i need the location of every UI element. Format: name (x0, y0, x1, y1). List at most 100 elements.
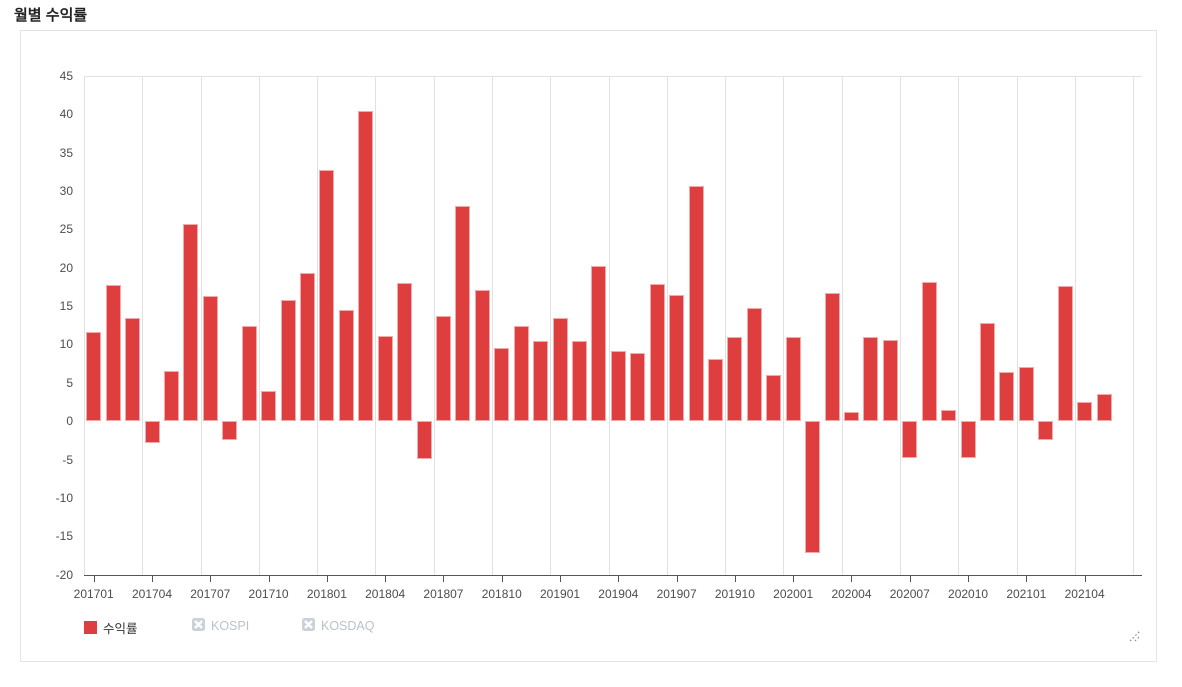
bar-201910[interactable] (727, 336, 743, 422)
x-axis-line (84, 574, 1142, 576)
bar-202012[interactable] (999, 372, 1015, 422)
bar-201810[interactable] (494, 347, 510, 422)
chart-container: 45 40 35 30 25 20 15 10 5 0 -5 -10 -15 -20 201701 20170… (20, 30, 1157, 662)
bar-201909[interactable] (707, 359, 723, 422)
bar-202002[interactable] (805, 421, 821, 554)
vertical-gridline (258, 76, 260, 575)
bar-202011[interactable] (979, 322, 995, 422)
x-axis-tick-label: 202010 (948, 586, 989, 601)
y-axis-tick-label: -20 (55, 567, 73, 582)
bar-202007[interactable] (902, 421, 918, 458)
vertical-gridline (1016, 76, 1018, 575)
bar-202001[interactable] (785, 336, 801, 422)
bar-201811[interactable] (513, 326, 529, 422)
bar-201704[interactable] (144, 421, 160, 444)
y-axis-tick-label: -5 (62, 452, 73, 467)
bar-201804[interactable] (377, 336, 393, 422)
x-axis-tick (210, 575, 212, 582)
vertical-gridline (1074, 76, 1076, 575)
x-axis-tick-label: 202001 (773, 586, 814, 601)
x-axis-tick (676, 575, 678, 582)
bar-201806[interactable] (416, 421, 432, 460)
bar-202102[interactable] (1038, 421, 1054, 440)
bar-201801[interactable] (319, 169, 335, 422)
bar-201709[interactable] (241, 326, 257, 422)
x-axis-tick-label: 202004 (831, 586, 872, 601)
bar-201805[interactable] (397, 283, 413, 422)
bar-201901[interactable] (552, 317, 568, 422)
bar-201905[interactable] (630, 352, 646, 422)
y-axis-tick-label: 10 (59, 337, 73, 352)
bar-201703[interactable] (125, 317, 141, 422)
bar-202104[interactable] (1077, 401, 1093, 422)
x-axis-tick-label: 201807 (423, 586, 464, 601)
vertical-gridline (841, 76, 843, 575)
bar-201807[interactable] (435, 316, 451, 422)
bar-201802[interactable] (338, 309, 354, 422)
bar-201904[interactable] (610, 351, 626, 422)
bar-201912[interactable] (766, 375, 782, 422)
vertical-gridline (84, 76, 85, 575)
x-axis-tick (443, 575, 445, 582)
bar-202008[interactable] (921, 281, 937, 422)
x-axis-tick (93, 575, 95, 582)
vertical-gridline (783, 76, 785, 575)
x-axis-tick-label: 202104 (1064, 586, 1105, 601)
x-axis-tick-label: 201904 (598, 586, 639, 601)
bar-202006[interactable] (882, 339, 898, 422)
x-axis-tick-label: 201910 (714, 586, 755, 601)
legend-item-kospi[interactable]: KOSPI (192, 618, 249, 634)
bar-202010[interactable] (960, 421, 976, 458)
x-axis-tick-label: 201804 (365, 586, 406, 601)
bar-201710[interactable] (261, 391, 277, 422)
bar-201803[interactable] (358, 110, 374, 422)
y-axis-tick-label: -10 (55, 490, 73, 505)
x-axis-tick (560, 575, 562, 582)
x-axis-tick (326, 575, 328, 582)
bar-202105[interactable] (1096, 393, 1112, 422)
bar-201809[interactable] (474, 289, 490, 422)
x-axis-tick-label: 201710 (248, 586, 289, 601)
legend-item-kosdaq[interactable]: KOSDAQ (302, 618, 375, 634)
bar-201707[interactable] (202, 296, 218, 422)
vertical-gridline (492, 76, 494, 575)
bar-202101[interactable] (1018, 366, 1034, 422)
x-box-icon (302, 618, 315, 634)
vertical-gridline (666, 76, 668, 575)
bar-201808[interactable] (455, 205, 471, 422)
bar-201711[interactable] (280, 299, 296, 422)
x-axis-tick-label: 202007 (889, 586, 930, 601)
page-title: 월별 수익률 (14, 7, 88, 24)
x-axis-tick-label: 201707 (190, 586, 231, 601)
bar-202003[interactable] (824, 293, 840, 422)
bar-201706[interactable] (183, 224, 199, 422)
bar-201907[interactable] (669, 295, 685, 422)
bar-201705[interactable] (163, 370, 179, 422)
legend-item-label: KOSDAQ (321, 619, 375, 633)
bar-202009[interactable] (941, 409, 957, 422)
bar-201908[interactable] (688, 186, 704, 422)
y-axis-tick-label: 35 (59, 145, 73, 160)
x-axis-tick (1084, 575, 1086, 582)
vertical-gridline (1133, 76, 1135, 575)
bar-201906[interactable] (649, 283, 665, 422)
vertical-gridline (142, 76, 144, 575)
resize-handle-icon[interactable] (1127, 628, 1143, 644)
bar-201702[interactable] (105, 284, 121, 422)
bar-201911[interactable] (746, 307, 762, 422)
x-axis-tick (968, 575, 970, 582)
y-axis-tick-label: 25 (59, 222, 73, 237)
x-axis-tick-label: 201701 (73, 586, 114, 601)
bar-202005[interactable] (863, 336, 879, 422)
bar-201712[interactable] (299, 273, 315, 422)
bar-201701[interactable] (86, 332, 102, 422)
bar-201902[interactable] (571, 341, 587, 422)
bar-202103[interactable] (1057, 286, 1073, 422)
bar-201812[interactable] (533, 341, 549, 422)
legend-item-returns[interactable]: 수익률 (84, 618, 138, 637)
x-axis-tick-label: 202101 (1006, 586, 1047, 601)
bar-201903[interactable] (591, 266, 607, 422)
bar-201708[interactable] (222, 421, 238, 440)
vertical-gridline (725, 76, 727, 575)
bar-202004[interactable] (843, 411, 859, 422)
